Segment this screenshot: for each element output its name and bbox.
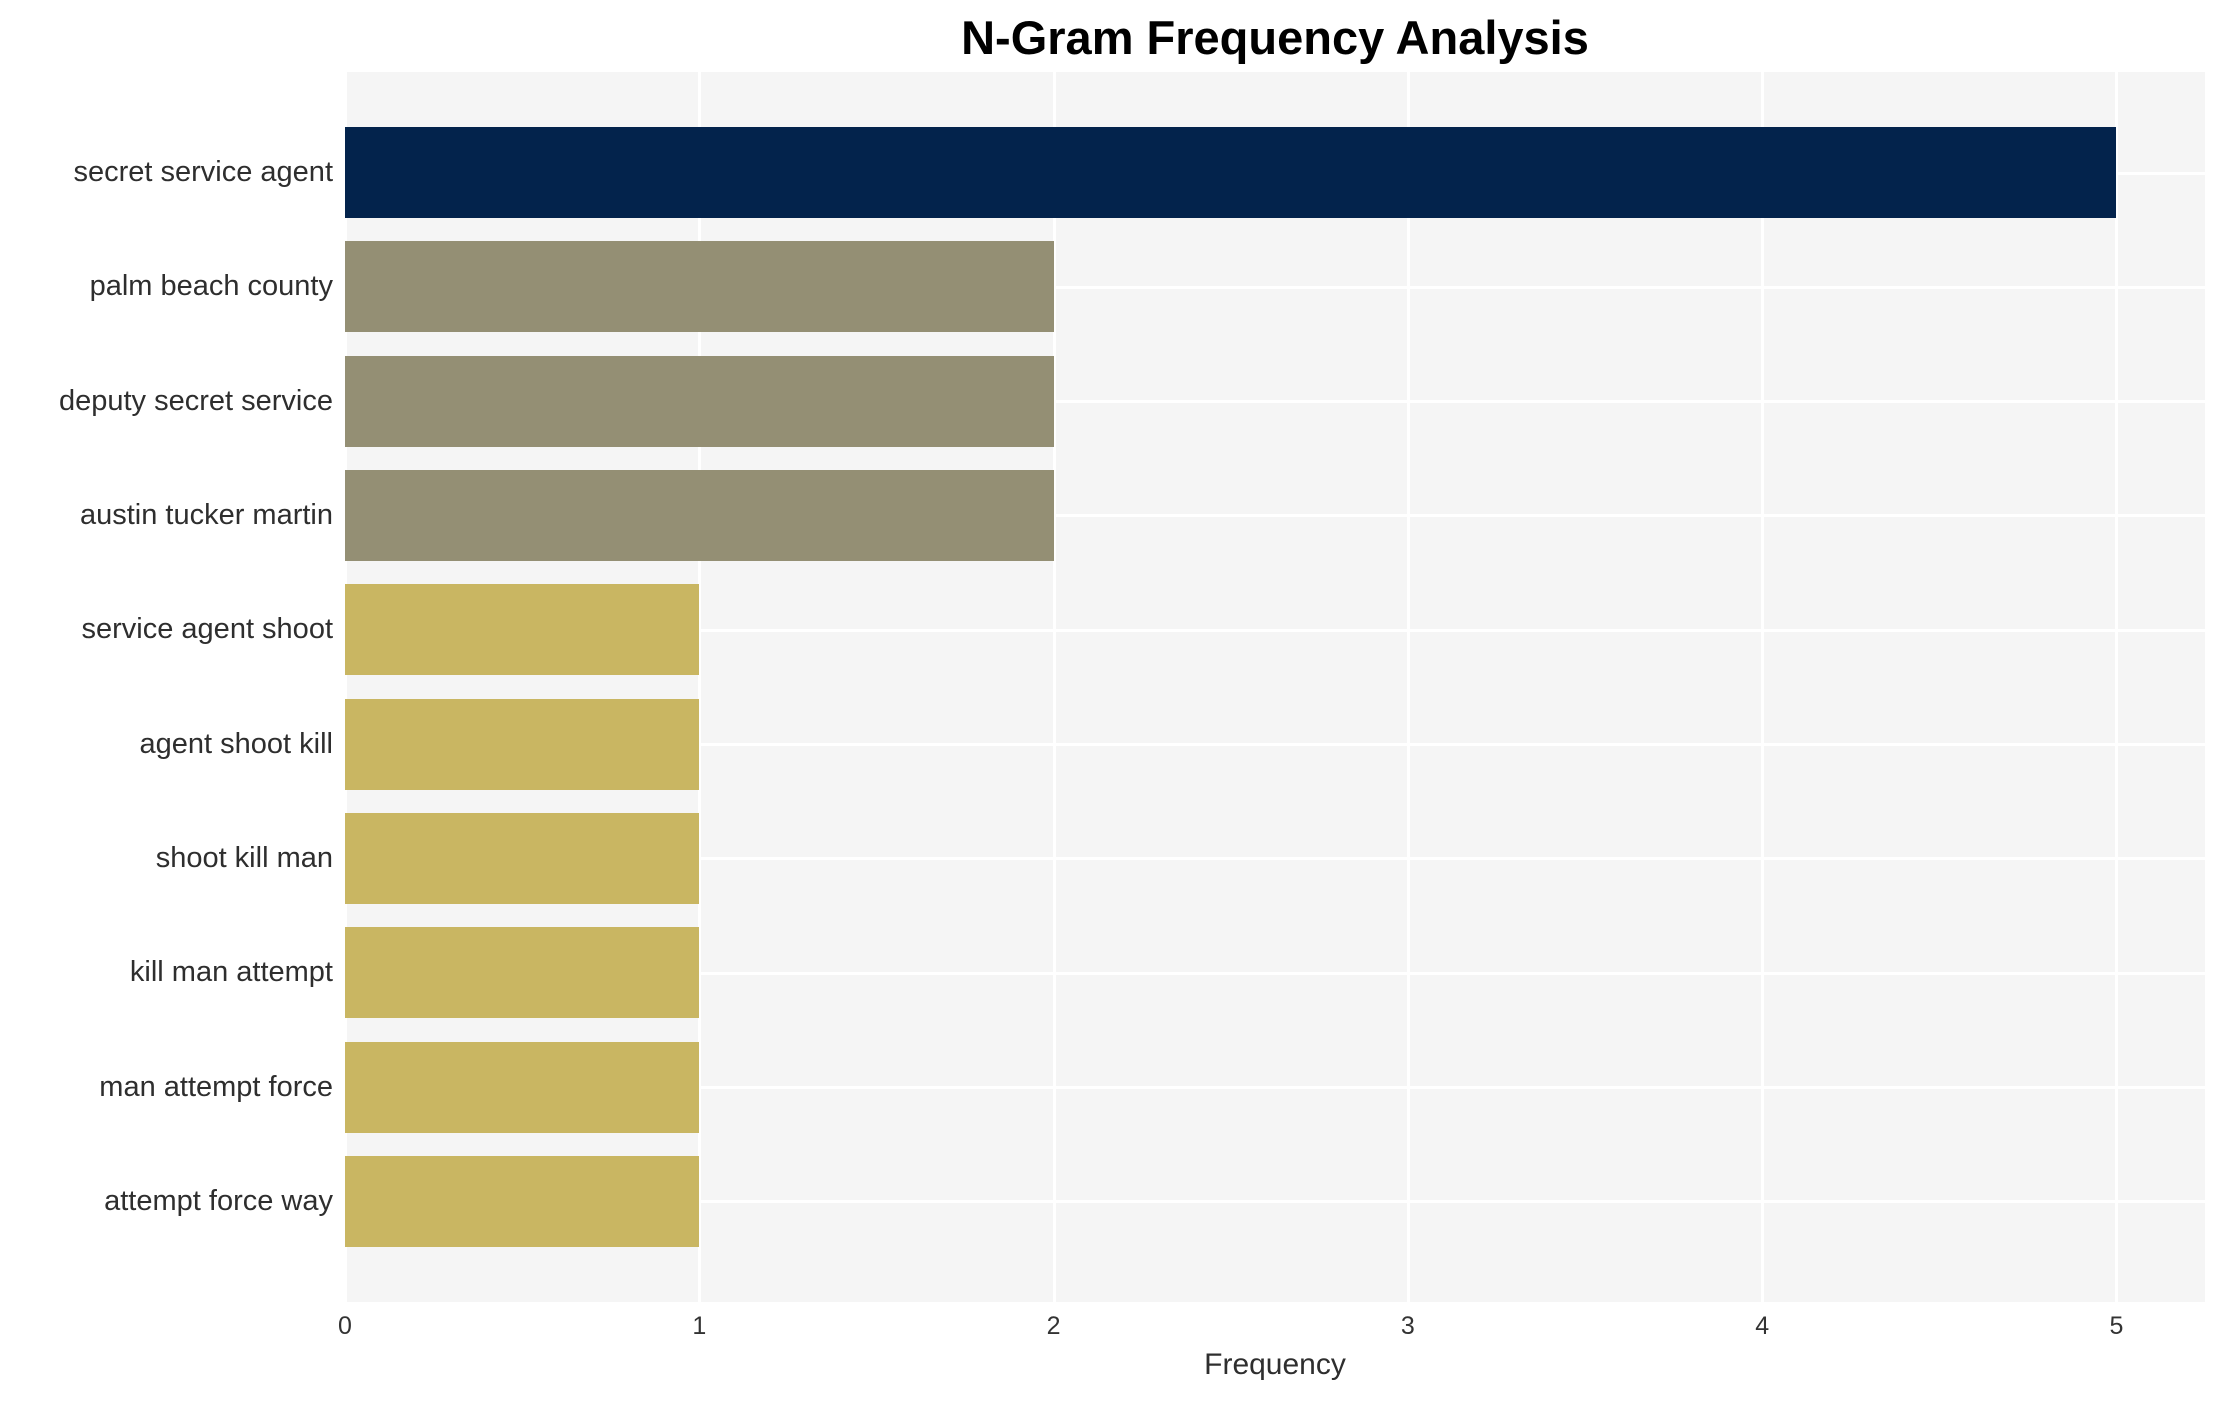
gridline-vertical <box>2115 72 2119 1302</box>
x-tick-label: 2 <box>1046 1312 1061 1340</box>
x-axis-label: Frequency <box>1204 1348 1346 1381</box>
y-tick-label: secret service agent <box>73 156 333 188</box>
x-tick-label: 5 <box>2109 1312 2124 1340</box>
y-tick-label: agent shoot kill <box>139 727 333 760</box>
gridline-vertical <box>698 72 702 1302</box>
gridline-horizontal <box>345 743 2205 747</box>
y-tick-label: shoot kill man <box>155 841 333 874</box>
gridline-horizontal <box>345 285 2205 289</box>
bar-palm-beach-county <box>345 241 1054 333</box>
y-tick-label: man attempt force <box>99 1070 333 1103</box>
y-tick-label: palm beach county <box>89 270 333 303</box>
gridline-horizontal <box>345 857 2205 861</box>
gridline-vertical <box>344 72 347 1302</box>
bar-secret-service-agent <box>345 127 2117 218</box>
bar-agent-shoot-kill <box>345 698 700 790</box>
gridline-vertical <box>1406 72 1410 1302</box>
y-tick-label: attempt force way <box>104 1184 333 1217</box>
y-tick-label: deputy secret service <box>58 384 333 417</box>
x-tick-label: 3 <box>1400 1312 1415 1340</box>
x-tick-label: 1 <box>692 1312 707 1340</box>
gridline-horizontal <box>345 971 2205 975</box>
bar-man-attempt-force <box>345 1041 700 1133</box>
gridline-vertical <box>1052 72 1056 1302</box>
chart-title: N-Gram Frequency Analysis <box>961 11 1589 64</box>
x-axis-ticks: 0 1 2 3 4 5 <box>338 1312 2205 1344</box>
gridline-horizontal <box>345 1086 2205 1090</box>
bar-kill-man-attempt <box>345 927 700 1019</box>
gridline-horizontal <box>345 628 2205 632</box>
bar-deputy-secret-service <box>345 355 1054 447</box>
x-tick-label: 0 <box>338 1312 352 1340</box>
bar-shoot-kill-man <box>345 812 700 904</box>
gridline-horizontal <box>345 400 2205 404</box>
gridline-vertical <box>1761 72 1765 1302</box>
y-tick-label: service agent shoot <box>81 613 333 646</box>
gridline-horizontal <box>345 1200 2205 1204</box>
y-axis-labels: secret service agent palm beach county dep… <box>0 72 333 1302</box>
gridline-horizontal <box>345 514 2205 518</box>
x-tick-label: 4 <box>1755 1312 1770 1340</box>
bar-service-agent-shoot <box>345 584 700 676</box>
y-tick-label: austin tucker martin <box>79 498 333 531</box>
bar-attempt-force-way <box>345 1155 700 1247</box>
y-tick-label: kill man attempt <box>129 956 333 989</box>
plot-area <box>344 72 2205 1302</box>
bar-austin-tucker-martin <box>345 469 1054 561</box>
